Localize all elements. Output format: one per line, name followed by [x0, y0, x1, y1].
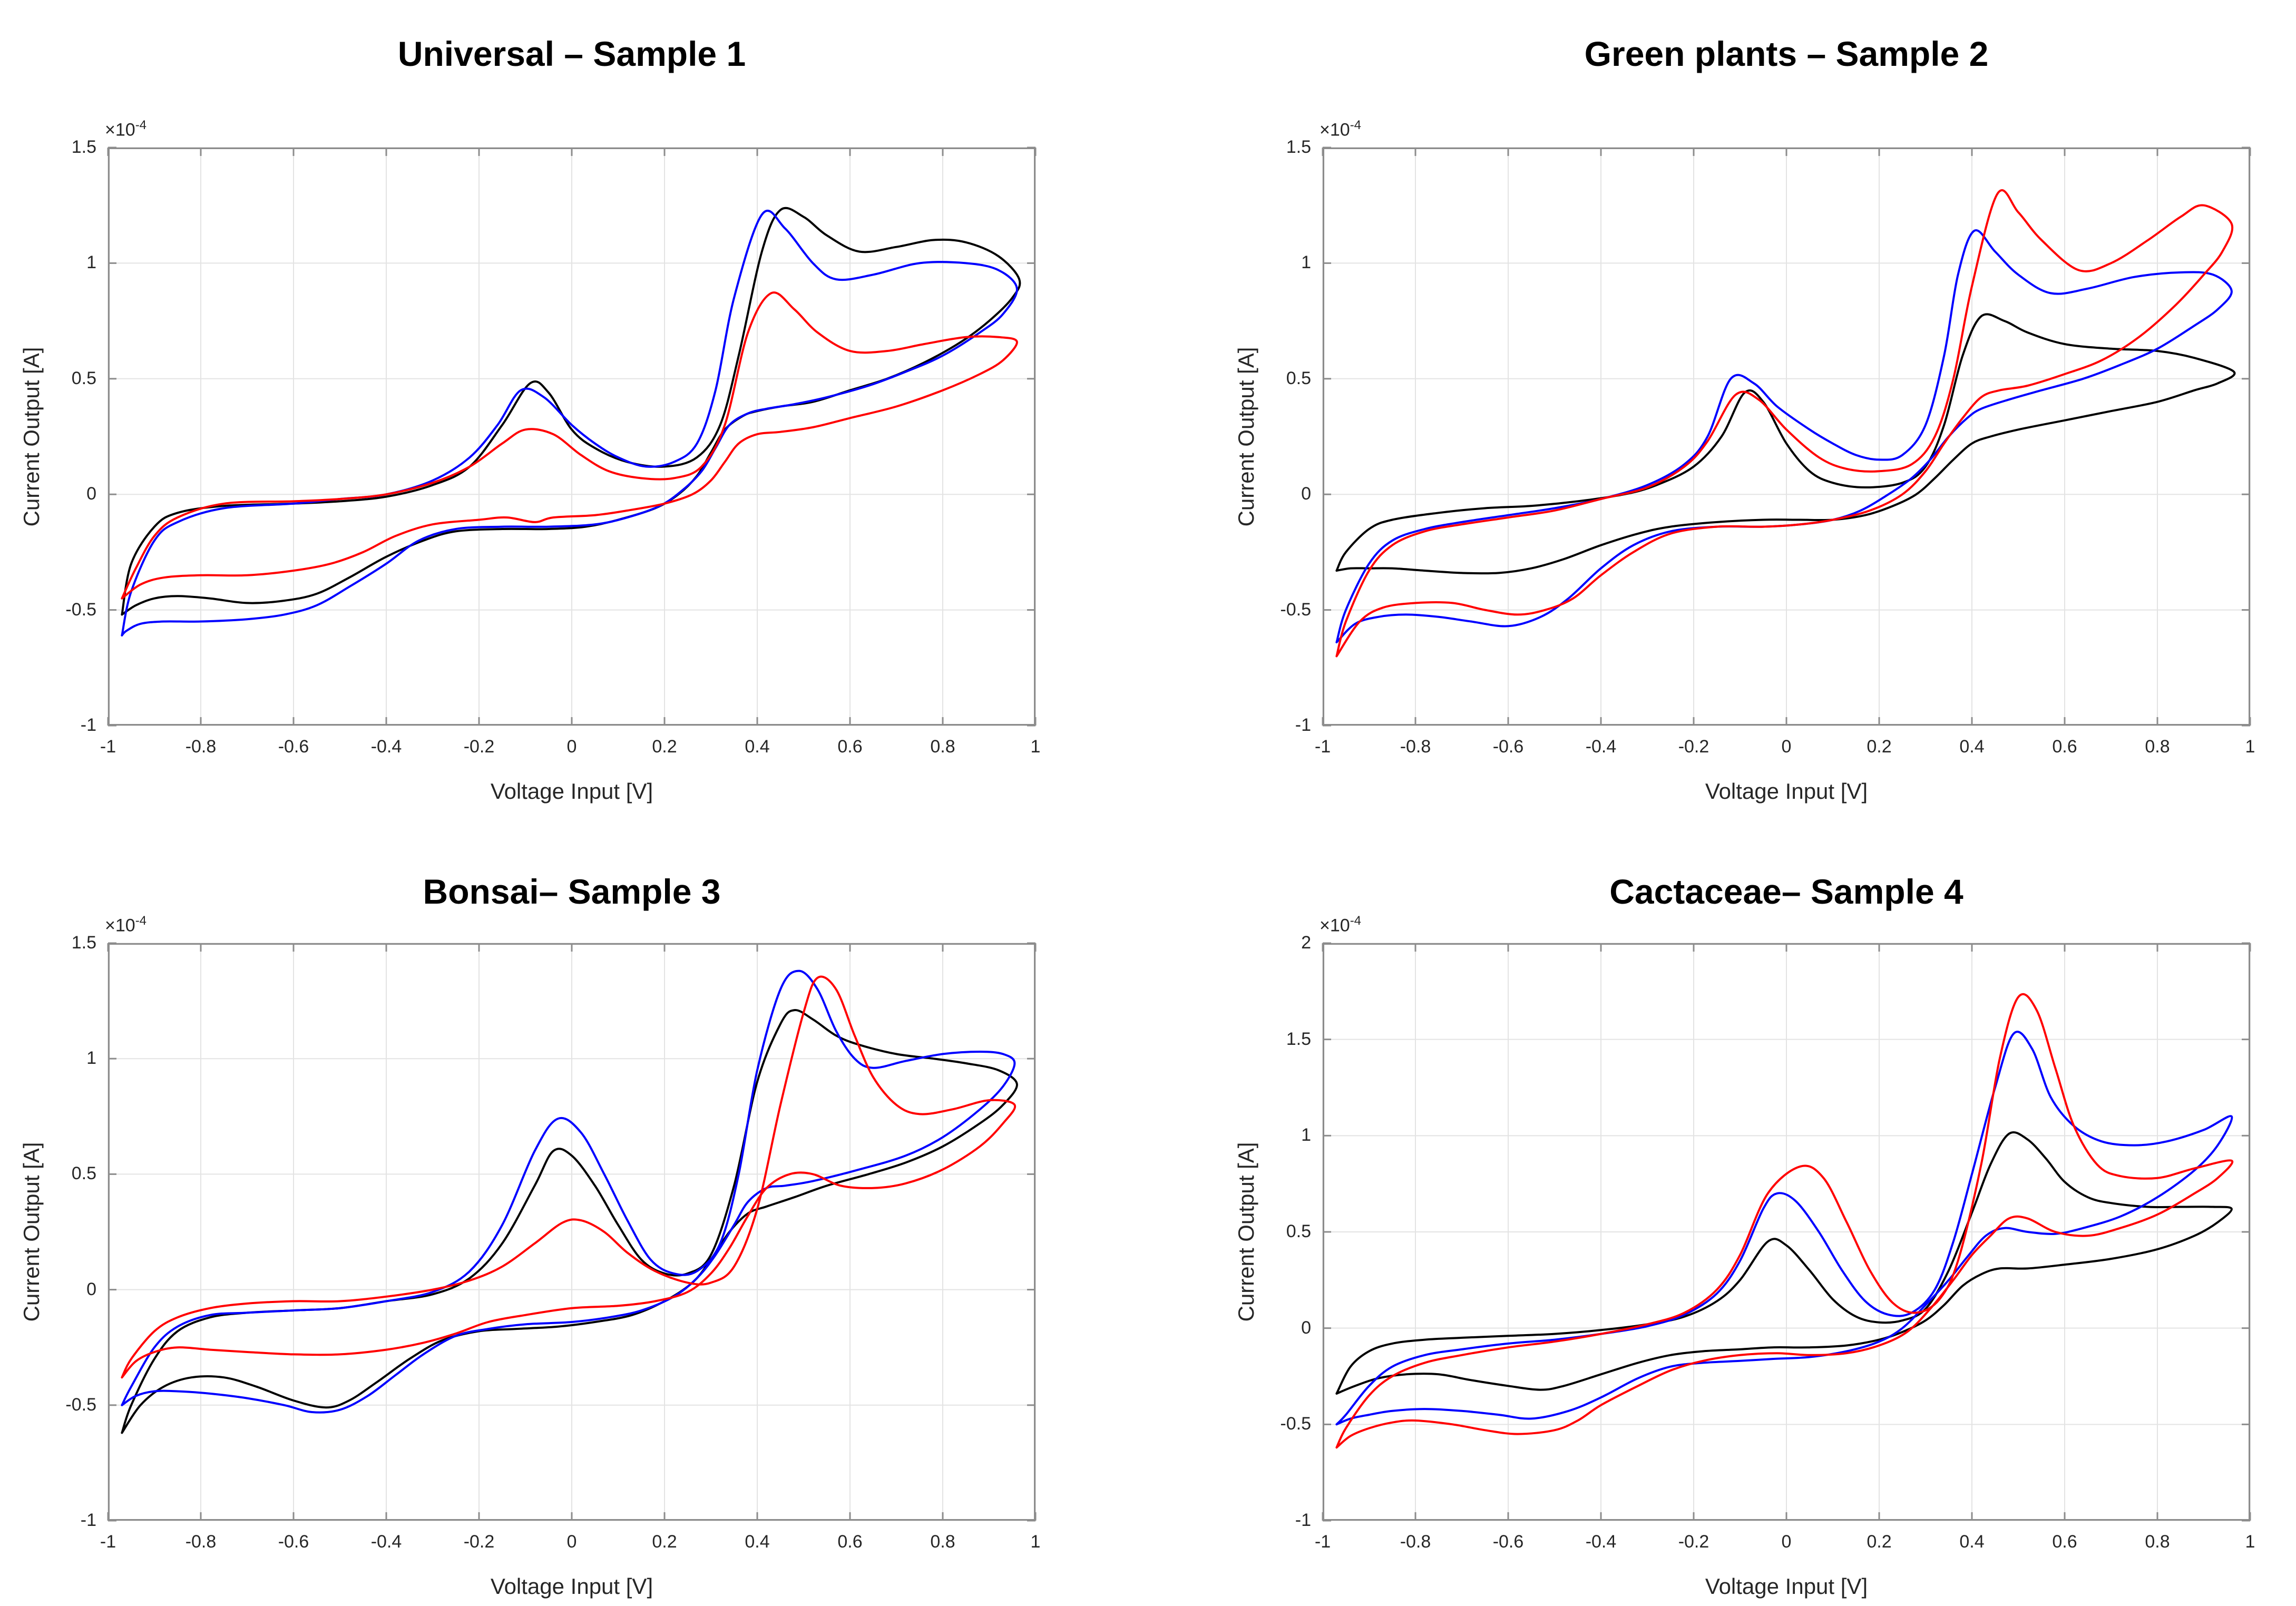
- x-tick-label: -0.8: [1400, 737, 1431, 757]
- x-tick-label: -0.4: [370, 737, 402, 757]
- x-tick-label: 0: [1781, 1532, 1792, 1552]
- y-tick-label: 1.5: [1286, 137, 1311, 157]
- x-tick-label: -0.8: [1400, 1532, 1431, 1552]
- x-tick-label: 1: [2245, 1532, 2255, 1552]
- chart-title: Bonsai– Sample 3: [423, 872, 721, 911]
- chart-universal-sample-1: Universal – Sample 1 ×10-4 Current Outpu…: [19, 34, 1040, 804]
- plot-area: [107, 146, 1037, 727]
- y-tick-label: 0: [1301, 1317, 1311, 1338]
- x-tick-label: -0.2: [1678, 1532, 1709, 1552]
- y-axis-exponent: ×10-4: [1320, 914, 1362, 936]
- y-tick-label: 1: [1301, 252, 1311, 273]
- x-tick-label: -0.6: [1492, 1532, 1524, 1552]
- y-tick-label: 1.5: [71, 137, 96, 157]
- x-tick-label: 0.8: [2145, 737, 2170, 757]
- x-tick-label: -0.2: [463, 737, 495, 757]
- x-tick-label: -1: [100, 1532, 116, 1552]
- y-tick-label: 0: [86, 484, 96, 504]
- x-tick-label: 0.2: [1867, 1532, 1892, 1552]
- x-tick-label: 1: [1030, 1532, 1041, 1552]
- y-tick-label: 0: [86, 1279, 96, 1299]
- y-axis-label: Current Output [A]: [1234, 347, 1258, 526]
- x-tick-label: 0.6: [837, 737, 863, 757]
- x-axis-label: Voltage Input [V]: [490, 779, 653, 804]
- x-tick-label: 0.8: [930, 1532, 955, 1552]
- x-tick-label: 0.2: [652, 737, 677, 757]
- y-tick-label: -1: [80, 1510, 96, 1530]
- x-tick-label: -0.2: [1678, 737, 1709, 757]
- y-axis-label: Current Output [A]: [19, 1142, 44, 1322]
- y-tick-label: -1: [1295, 1510, 1311, 1530]
- y-tick-label: 1.5: [1286, 1029, 1311, 1049]
- y-tick-label: 0.5: [71, 1163, 96, 1184]
- chart-title: Cactaceae– Sample 4: [1609, 872, 1963, 911]
- chart-cactaceae-sample-4: Cactaceae– Sample 4 ×10-4 Current Output…: [1234, 872, 2255, 1599]
- x-axis-label: Voltage Input [V]: [1705, 1574, 1868, 1599]
- x-tick-label: -0.4: [1585, 737, 1617, 757]
- x-tick-label: -0.2: [463, 1532, 495, 1552]
- x-tick-label: 0.4: [745, 737, 770, 757]
- y-tick-label: 1: [86, 1048, 96, 1069]
- plot-area: [1322, 942, 2251, 1522]
- y-axis-exponent: ×10-4: [105, 914, 147, 936]
- x-tick-label: 0.6: [837, 1532, 863, 1552]
- y-tick-label: 0: [1301, 484, 1311, 504]
- x-tick-label: 0.2: [1867, 737, 1892, 757]
- x-tick-label: -1: [1314, 737, 1331, 757]
- x-tick-label: 0.6: [2052, 1532, 2077, 1552]
- x-tick-label: -0.6: [278, 737, 309, 757]
- y-tick-label: -0.5: [1280, 599, 1311, 620]
- x-tick-label: 0.6: [2052, 737, 2077, 757]
- y-tick-label: -0.5: [65, 1394, 96, 1415]
- y-tick-label: 2: [1301, 933, 1311, 953]
- x-tick-label: 0.4: [745, 1532, 770, 1552]
- x-tick-label: -0.6: [1492, 737, 1524, 757]
- x-tick-label: -0.4: [1585, 1532, 1617, 1552]
- chart-title: Green plants – Sample 2: [1584, 34, 1989, 73]
- chart-title: Universal – Sample 1: [397, 34, 746, 73]
- x-tick-label: 1: [1030, 737, 1041, 757]
- x-axis-label: Voltage Input [V]: [490, 1574, 653, 1599]
- plot-area: [107, 942, 1037, 1522]
- y-tick-label: -1: [1295, 715, 1311, 735]
- x-tick-label: 0: [566, 1532, 577, 1552]
- y-tick-label: 1: [1301, 1125, 1311, 1145]
- x-tick-label: -0.6: [278, 1532, 309, 1552]
- x-tick-label: 0.4: [1959, 737, 1985, 757]
- x-tick-label: 0: [1781, 737, 1792, 757]
- x-tick-label: 0.8: [2145, 1532, 2170, 1552]
- y-axis-label: Current Output [A]: [19, 347, 44, 526]
- y-tick-label: 1: [86, 252, 96, 273]
- y-tick-label: -0.5: [65, 599, 96, 620]
- chart-bonsai-sample-3: Bonsai– Sample 3 ×10-4 Current Output [A…: [19, 872, 1040, 1599]
- y-tick-label: 0.5: [1286, 368, 1311, 388]
- y-tick-label: 0.5: [71, 368, 96, 388]
- x-tick-label: -0.8: [185, 737, 217, 757]
- x-axis-label: Voltage Input [V]: [1705, 779, 1868, 804]
- y-tick-label: 0.5: [1286, 1221, 1311, 1241]
- x-tick-label: 1: [2245, 737, 2255, 757]
- y-axis-exponent: ×10-4: [105, 118, 147, 140]
- y-tick-label: -0.5: [1280, 1414, 1311, 1434]
- x-tick-label: -0.8: [185, 1532, 217, 1552]
- chart-green-plants-sample-2: Green plants – Sample 2 ×10-4 Current Ou…: [1234, 34, 2255, 804]
- y-axis-exponent: ×10-4: [1320, 118, 1362, 140]
- plot-area: [1322, 146, 2251, 727]
- x-tick-label: -0.4: [370, 1532, 402, 1552]
- x-tick-label: 0.2: [652, 1532, 677, 1552]
- x-tick-label: 0: [566, 737, 577, 757]
- y-tick-label: 1.5: [71, 933, 96, 953]
- x-tick-label: -1: [1314, 1532, 1331, 1552]
- x-tick-label: 0.4: [1959, 1532, 1985, 1552]
- y-tick-label: -1: [80, 715, 96, 735]
- x-tick-label: 0.8: [930, 737, 955, 757]
- x-tick-label: -1: [100, 737, 116, 757]
